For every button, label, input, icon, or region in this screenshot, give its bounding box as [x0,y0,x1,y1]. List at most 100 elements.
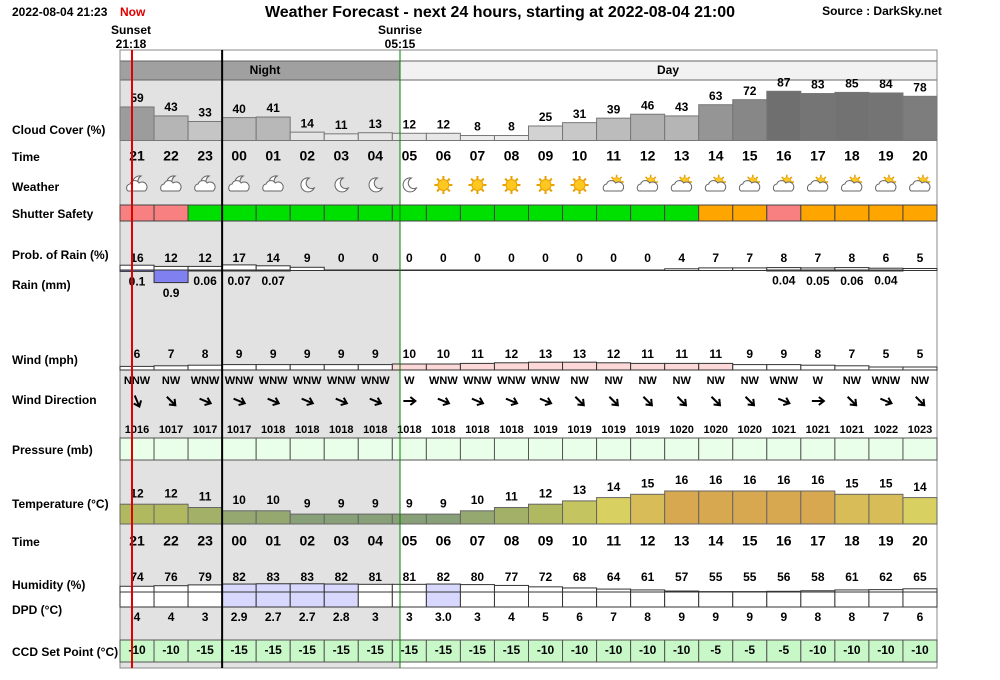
wind-bar [153,365,189,371]
value-label: 63 [709,89,723,103]
wind-arrow [133,395,143,409]
arrow-shape [301,397,315,407]
cloud-bar [119,106,155,141]
wind-bar [596,362,632,371]
value-label: NW [673,375,692,387]
value-label: 1016 [125,424,149,436]
sun-ray [515,177,519,182]
row-label: Prob. of Rain (%) [12,248,109,262]
value-label: 02 [299,533,315,549]
weather-icon [368,177,384,193]
weather-icon [875,174,897,192]
value-label: 14 [267,251,281,265]
value-label: NW [911,375,930,387]
cloud-bar [868,92,904,141]
rain-bar [119,269,155,272]
value-label: 0.07 [262,274,286,288]
shutter-cell [119,204,155,222]
value-label: 02 [299,148,315,164]
value-label: -15 [469,643,487,657]
cloud-bar [493,135,530,142]
value-label: 12 [164,486,178,500]
value-label: 1018 [465,424,489,436]
value-label: 12 [505,347,519,361]
rain-probability-bar [323,269,359,271]
value-label: 12 [198,251,212,265]
value-label: NW [638,375,657,387]
weather-icon [636,174,659,192]
value-label: 04 [368,533,384,549]
value-label: 1020 [738,424,762,436]
wind-arrow [676,396,688,407]
value-label: 16 [776,533,792,549]
wind-arrow [301,397,315,407]
humidity-bar [698,591,734,608]
arrow-shape [710,396,722,407]
value-label: 80 [471,570,485,584]
sunrise-time: 05:15 [385,37,416,51]
rain-probability-bar [289,266,325,271]
value-label: -10 [809,643,827,657]
night-label: Night [250,63,281,77]
value-label: 8 [508,120,515,134]
temperature-bar [800,490,836,525]
wind-bar [630,362,666,371]
value-label: 0 [610,251,617,265]
arrow-shape [166,396,177,407]
value-label: 00 [231,148,247,164]
value-label: 20 [912,533,928,549]
value-label: 9 [372,496,379,510]
rain-probability-bar [391,269,427,271]
temperature-bar [732,490,768,525]
value-label: WNW [327,375,356,387]
value-label: -10 [605,643,623,657]
cloud-bar [732,99,768,141]
value-label: 82 [335,570,349,584]
rain-bar [834,269,870,272]
temperature-bar [153,503,189,525]
value-label: 13 [369,117,383,131]
humidity-bar [902,588,938,608]
value-label: 11 [675,347,688,361]
temperature-bar [493,507,530,525]
row-label: DPD (°C) [12,603,62,617]
value-label: 41 [267,101,281,115]
value-label: -15 [503,643,521,657]
humidity-bar [732,591,768,608]
value-label: 11 [709,347,722,361]
pressure-cell [766,437,802,461]
sun-ray [687,176,691,180]
night-shading [120,80,400,668]
value-label: -10 [639,643,657,657]
value-label: 46 [641,98,655,112]
value-label: 1018 [499,424,523,436]
rain-probability-bar [664,268,700,271]
value-label: 81 [403,570,417,584]
value-label: 84 [879,77,893,91]
value-label: 17 [232,251,246,265]
arrow-shape [403,396,417,406]
value-label: 56 [777,570,791,584]
wind-arrow [437,397,451,407]
sun-ray [515,188,519,193]
weather-icon [228,175,250,192]
sun-ray [619,176,623,180]
value-label: 03 [333,148,349,164]
rain-probability-bar [357,269,393,271]
value-label: 08 [504,533,520,549]
arrow-shape [267,397,281,407]
value-label: 11 [335,118,348,132]
value-label: -15 [401,643,419,657]
value-label: 9 [678,610,685,624]
cloud-bar [902,95,938,141]
value-label: 01 [265,533,281,549]
sun-ray [857,176,861,180]
shutter-cell [187,204,223,222]
sun-ray [446,177,451,182]
shutter-cell [425,204,461,222]
value-label: 00 [231,533,247,549]
cloud [262,180,284,192]
value-label: 18 [844,533,860,549]
value-label: 87 [777,75,791,89]
weather-icon [738,174,761,192]
